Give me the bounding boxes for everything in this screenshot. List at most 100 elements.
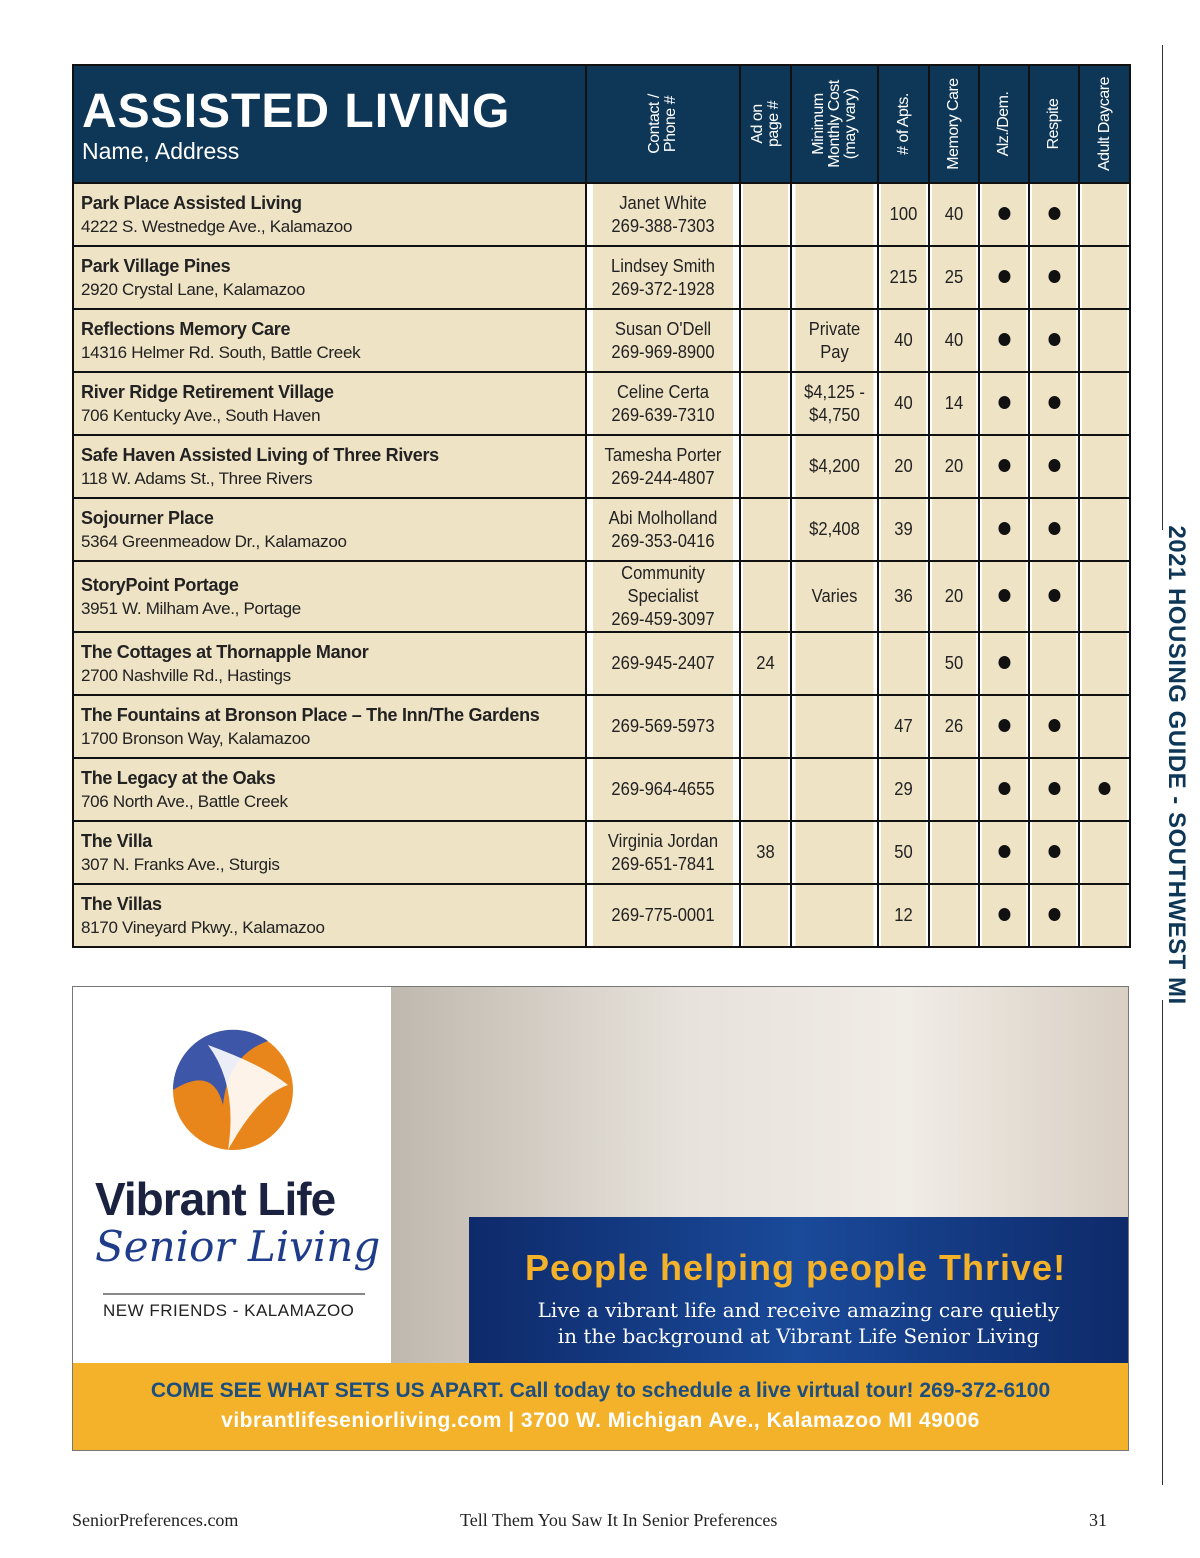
- ad-page-cell: [741, 497, 790, 562]
- table-row: The Fountains at Bronson Place – The Inn…: [72, 694, 1130, 759]
- phone: 269-569-5973: [611, 716, 715, 736]
- cost-cell: Private Pay: [793, 308, 876, 373]
- contact-cell: Community Specialist 269-459-3097: [591, 560, 735, 633]
- bullet-icon: [998, 908, 1010, 921]
- memory-care-cell: [930, 757, 978, 822]
- column-header-label: Contact / Phone #: [646, 94, 679, 154]
- memory-care-cell: 25: [930, 245, 978, 310]
- bullet-icon: [1048, 782, 1060, 795]
- facility-address: 307 N. Franks Ave., Sturgis: [81, 854, 280, 874]
- cost-cell: [793, 694, 876, 759]
- bullet-icon: [1048, 719, 1060, 732]
- apts-cell: 50: [879, 820, 928, 885]
- table-title-cell: ASSISTED LIVING Name, Address: [72, 64, 587, 184]
- apts-cell: 36: [879, 560, 928, 633]
- apts-cell: 215: [879, 245, 928, 310]
- facility-address: 4222 S. Westnedge Ave., Kalamazoo: [81, 216, 353, 236]
- daycare-cell: [1080, 371, 1129, 436]
- column-header: Respite: [1028, 64, 1080, 184]
- ad-page-cell: 24: [741, 631, 790, 696]
- ad-page-cell: [741, 371, 790, 436]
- phone: 269-775-0001: [611, 905, 715, 925]
- apts-cell: 47: [879, 694, 928, 759]
- alz-cell: [980, 560, 1028, 633]
- facility-address: 5364 Greenmeadow Dr., Kalamazoo: [81, 531, 347, 551]
- bullet-icon: [998, 459, 1010, 472]
- phone: 269-353-0416: [611, 530, 715, 551]
- ad-page-cell: [741, 883, 790, 948]
- daycare-cell: [1080, 883, 1129, 948]
- respite-cell: [1030, 497, 1078, 562]
- advertisement[interactable]: Vibrant Life Senior Living NEW FRIENDS -…: [72, 986, 1129, 1451]
- divider: [1162, 45, 1163, 530]
- table-row: Sojourner Place 5364 Greenmeadow Dr., Kal…: [72, 497, 1130, 562]
- memory-care-cell: [930, 883, 978, 948]
- apts-cell: 40: [879, 371, 928, 436]
- facility-address: 706 North Ave., Battle Creek: [81, 791, 288, 811]
- memory-care-cell: 20: [930, 434, 978, 499]
- facility-address: 706 Kentucky Ave., South Haven: [81, 405, 321, 425]
- daycare-cell: [1080, 434, 1129, 499]
- facility-name: Reflections Memory Care: [81, 318, 291, 339]
- contact-name: Susan O'Dell: [614, 318, 712, 339]
- apts-cell: 39: [879, 497, 928, 562]
- facility-address: 8170 Vineyard Pkwy., Kalamazoo: [81, 917, 325, 937]
- facility-address: 2700 Nashville Rd., Hastings: [81, 665, 291, 685]
- phone: 269-639-7310: [611, 404, 715, 425]
- contact-cell: Tamesha Porter 269-244-4807: [591, 434, 735, 499]
- bullet-icon: [998, 333, 1010, 346]
- facility-name: The Cottages at Thornapple Manor: [81, 641, 369, 662]
- table-row: The Cottages at Thornapple Manor 2700 Nas…: [72, 631, 1130, 696]
- ad-banner: People helping people Thrive! Live a vib…: [469, 1217, 1128, 1363]
- alz-cell: [980, 371, 1028, 436]
- ad-contact[interactable]: vibrantlifeseniorliving.com | 3700 W. Mi…: [221, 1409, 980, 1432]
- contact-cell: 269-964-4655: [591, 757, 735, 822]
- facility-cell: The Villa 307 N. Franks Ave., Sturgis: [72, 820, 587, 885]
- page-number: 31: [1089, 1510, 1107, 1530]
- contact-name: Tamesha Porter: [604, 444, 722, 465]
- facility-name: Safe Haven Assisted Living of Three Rive…: [81, 444, 439, 465]
- contact-name: Virginia Jordan: [607, 830, 719, 851]
- facility-name: StoryPoint Portage: [81, 574, 239, 595]
- apts-cell: 100: [879, 182, 928, 247]
- daycare-cell: [1080, 497, 1129, 562]
- contact-name: Lindsey Smith: [610, 255, 716, 276]
- facility-address: 2920 Crystal Lane, Kalamazoo: [81, 279, 306, 299]
- column-header: Contact / Phone #: [585, 64, 741, 184]
- alz-cell: [980, 631, 1028, 696]
- phone: 269-388-7303: [611, 215, 715, 236]
- facility-name: The Villa: [81, 830, 152, 851]
- cost-cell: $2,408: [793, 497, 876, 562]
- alz-cell: [980, 497, 1028, 562]
- vibrant-life-logo: Vibrant Life Senior Living NEW FRIENDS -…: [73, 987, 391, 1363]
- ad-page-cell: 38: [741, 820, 790, 885]
- bullet-icon: [998, 845, 1010, 858]
- contact-cell: Lindsey Smith 269-372-1928: [591, 245, 735, 310]
- memory-care-cell: 40: [930, 182, 978, 247]
- ad-page-cell: [741, 308, 790, 373]
- section-subtitle: Name, Address: [82, 138, 240, 164]
- column-header-label: Minimum Monthly Cost (may vary): [809, 80, 859, 168]
- facility-cell: Sojourner Place 5364 Greenmeadow Dr., Kal…: [72, 497, 587, 562]
- bullet-icon: [1048, 845, 1060, 858]
- bullet-icon: [1048, 333, 1060, 346]
- ad-page-cell: [741, 694, 790, 759]
- bullet-icon: [1098, 782, 1111, 795]
- facility-address: 118 W. Adams St., Three Rivers: [81, 468, 313, 488]
- logo-mark-icon: [172, 1029, 293, 1150]
- bullet-icon: [998, 719, 1010, 732]
- phone: 269-372-1928: [611, 278, 715, 299]
- cost-cell: $4,200: [793, 434, 876, 499]
- bullet-icon: [1048, 396, 1060, 409]
- respite-cell: [1030, 245, 1078, 310]
- memory-care-cell: 40: [930, 308, 978, 373]
- ad-page-cell: [741, 245, 790, 310]
- column-header-label: Ad on page #: [748, 101, 782, 147]
- apts-cell: [879, 631, 928, 696]
- respite-cell: [1030, 820, 1078, 885]
- facility-name: River Ridge Retirement Village: [81, 381, 334, 402]
- memory-care-cell: 50: [930, 631, 978, 696]
- bullet-icon: [1048, 459, 1060, 472]
- daycare-cell: [1080, 308, 1129, 373]
- ad-page-cell: [741, 434, 790, 499]
